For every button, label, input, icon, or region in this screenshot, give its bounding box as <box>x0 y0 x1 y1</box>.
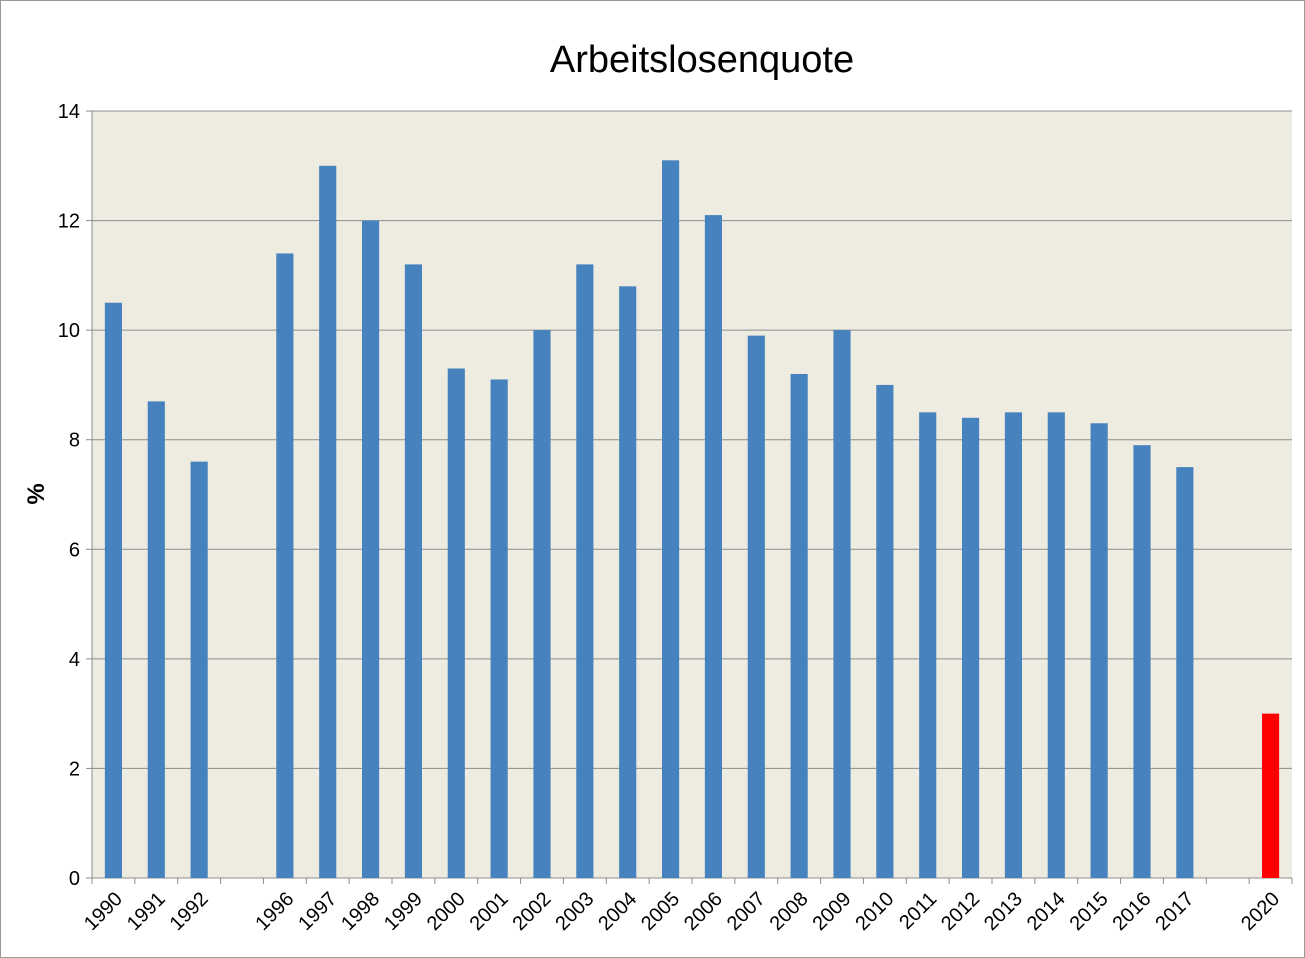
bar <box>747 335 765 878</box>
bar <box>919 412 937 878</box>
plot-area <box>92 111 1292 878</box>
bar <box>833 330 851 879</box>
bar <box>704 215 722 879</box>
bar <box>490 379 508 878</box>
bar <box>962 417 980 878</box>
y-tick-label: 6 <box>69 539 80 561</box>
y-tick-label: 12 <box>58 211 80 233</box>
bar <box>319 165 337 879</box>
bar <box>576 264 594 878</box>
bar <box>1133 445 1151 878</box>
bar <box>619 286 637 878</box>
bar <box>876 384 894 878</box>
bar <box>790 373 808 878</box>
bar <box>104 302 122 878</box>
bar <box>447 368 465 878</box>
y-tick-label: 14 <box>58 101 80 123</box>
bar <box>1090 423 1108 878</box>
bar <box>147 401 165 878</box>
bar <box>1262 713 1280 878</box>
y-tick-label: 10 <box>58 320 80 342</box>
y-tick-label: 8 <box>69 430 80 452</box>
bar <box>662 160 680 879</box>
y-axis-label: % <box>23 483 50 504</box>
bar <box>404 264 422 878</box>
bar <box>1004 412 1022 878</box>
y-tick-label: 0 <box>69 868 80 890</box>
bar <box>533 330 551 879</box>
chart-title: Arbeitslosenquote <box>550 39 854 81</box>
y-tick-label: 4 <box>69 649 80 671</box>
bar <box>1176 467 1194 878</box>
bar <box>1047 412 1065 878</box>
bar <box>190 461 208 878</box>
bar <box>362 220 380 879</box>
bar <box>276 253 294 878</box>
y-tick-label: 2 <box>69 758 80 780</box>
